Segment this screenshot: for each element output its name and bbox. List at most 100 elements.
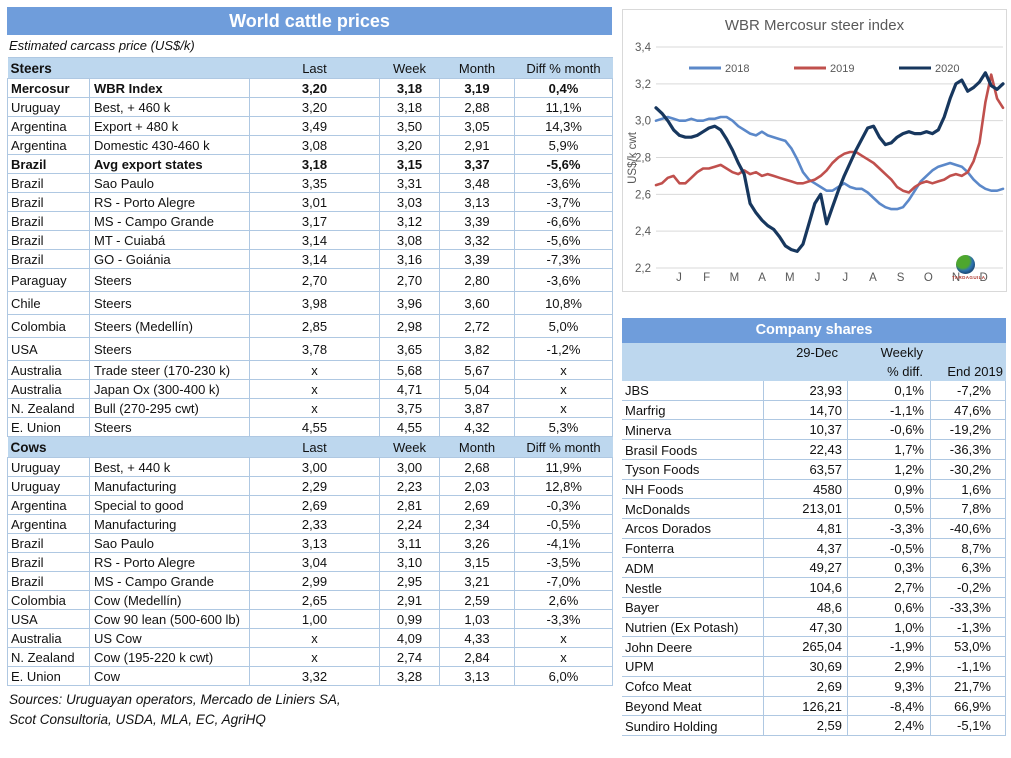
col-header-end-2019: End 2019 bbox=[947, 364, 1003, 379]
cell-country: Paraguay bbox=[7, 268, 90, 292]
col-header-weekly-diff: Weekly % diff. bbox=[880, 345, 923, 379]
cell-company: NH Foods bbox=[622, 479, 764, 500]
cell-company: McDonalds bbox=[622, 499, 764, 520]
shares-row: NH Foods 4580 0,9% 1,6% bbox=[622, 479, 1005, 500]
cell-weekly-diff: 0,9% bbox=[848, 479, 931, 500]
cell-week: 2,24 bbox=[379, 514, 440, 534]
shares-row: Brasil Foods 22,43 1,7% -36,3% bbox=[622, 440, 1005, 460]
cell-last: 2,69 bbox=[249, 495, 380, 515]
cell-diff: -3,6% bbox=[514, 173, 613, 193]
series-line-2019 bbox=[654, 73, 1005, 194]
cell-company: Tyson Foods bbox=[622, 459, 764, 480]
x-tick-label: O bbox=[924, 272, 933, 284]
cell-price: 126,21 bbox=[764, 696, 848, 717]
cell-weekly-diff: 1,2% bbox=[848, 459, 931, 480]
cell-week: 3,03 bbox=[379, 192, 440, 212]
cell-price: 48,6 bbox=[764, 597, 848, 618]
shares-row: Bayer 48,6 0,6% -33,3% bbox=[622, 597, 1005, 618]
cell-detail: Cow bbox=[89, 666, 250, 686]
cell-week: 5,68 bbox=[379, 360, 440, 380]
cattle-table-subtitle: Estimated carcass price (US$/k) bbox=[9, 38, 195, 53]
cell-month: 2,84 bbox=[439, 647, 515, 667]
x-tick-label: D bbox=[980, 272, 988, 284]
shares-row: Minerva 10,37 -0,6% -19,2% bbox=[622, 420, 1005, 441]
cell-week: 3,18 bbox=[379, 78, 440, 98]
cell-country: Uruguay bbox=[7, 476, 90, 496]
cell-week: 3,15 bbox=[379, 154, 440, 174]
cell-month: 2,72 bbox=[439, 314, 515, 338]
cell-country: Australia bbox=[7, 360, 90, 380]
cattle-row: N. Zealand Cow (195-220 k cwt) x 2,74 2,84 x bbox=[7, 647, 613, 667]
shares-row: UPM 30,69 2,9% -1,1% bbox=[622, 657, 1005, 677]
section-label: Cows bbox=[7, 436, 250, 458]
cattle-row: Uruguay Manufacturing 2,29 2,23 2,03 12,8% bbox=[7, 476, 613, 496]
cattle-row: Brazil Sao Paulo 3,13 3,11 3,26 -4,1% bbox=[7, 533, 613, 553]
cattle-row: Uruguay Best, + 440 k 3,00 3,00 2,68 11,9% bbox=[7, 457, 613, 477]
cell-last: 3,32 bbox=[249, 666, 380, 686]
cell-company: Brasil Foods bbox=[622, 440, 764, 460]
cell-detail: Manufacturing bbox=[89, 476, 250, 496]
cell-week: 4,09 bbox=[379, 628, 440, 648]
cell-week: 0,99 bbox=[379, 609, 440, 629]
cell-detail: WBR Index bbox=[89, 78, 250, 98]
cell-detail: Steers bbox=[89, 337, 250, 361]
cell-last: 1,00 bbox=[249, 609, 380, 629]
cell-end-2019: -19,2% bbox=[949, 422, 991, 438]
cattle-row: USA Cow 90 lean (500-600 lb) 1,00 0,99 1,03-… bbox=[7, 609, 613, 629]
cell-weekly-diff: 0,5% bbox=[848, 499, 931, 520]
cell-last: 3,18 bbox=[249, 154, 380, 174]
cell-week: 3,16 bbox=[379, 249, 440, 269]
cattle-row: Brazil MS - Campo Grande 2,99 2,95 3,21 -7,0% bbox=[7, 571, 613, 591]
cell-country: Mercosur bbox=[7, 78, 90, 98]
cattle-table-body: Steers Last Week Month Diff % month Mercosur W… bbox=[7, 57, 613, 686]
cell-company: Nutrien (Ex Potash) bbox=[622, 617, 764, 638]
cell-month: 4,32 bbox=[439, 417, 515, 437]
cell-month: 2,59 bbox=[439, 590, 515, 610]
cell-price: 23,93 bbox=[764, 381, 848, 401]
cell-detail: Export + 480 k bbox=[89, 116, 250, 136]
cell-last: 2,33 bbox=[249, 514, 380, 534]
cell-last: 3,00 bbox=[249, 457, 380, 477]
cell-country: Brazil bbox=[7, 173, 90, 193]
cell-detail: Cow 90 lean (500-600 lb) bbox=[89, 609, 250, 629]
cell-week: 2,81 bbox=[379, 495, 440, 515]
column-header: Diff % month bbox=[514, 57, 613, 79]
cattle-row: Uruguay Best, + 460 k 3,20 3,18 2,88 11,1% bbox=[7, 97, 613, 117]
cell-country: Argentina bbox=[7, 495, 90, 515]
col-header-date: 29-Dec bbox=[796, 345, 838, 360]
cattle-row: Brazil GO - Goiánia 3,14 3,16 3,39 -7,3% bbox=[7, 249, 613, 269]
cell-end-2019: -36,3% bbox=[949, 442, 991, 458]
cell-month: 3,39 bbox=[439, 249, 515, 269]
cell-month: 5,67 bbox=[439, 360, 515, 380]
cell-detail: Steers bbox=[89, 417, 250, 437]
cell-price: 22,43 bbox=[764, 440, 848, 460]
cell-week: 3,96 bbox=[379, 291, 440, 315]
cell-price: 213,01 bbox=[764, 499, 848, 520]
cell-diff: 5,0% bbox=[514, 314, 613, 338]
cell-country: Colombia bbox=[7, 314, 90, 338]
cell-end-2019: 8,7% bbox=[961, 540, 991, 556]
y-tick-label: 2,6 bbox=[635, 189, 651, 201]
cell-weekly-diff: 0,3% bbox=[848, 558, 931, 579]
cell-last: 3,35 bbox=[249, 173, 380, 193]
cell-country: Brazil bbox=[7, 533, 90, 553]
cell-last: 2,65 bbox=[249, 590, 380, 610]
shares-row: John Deere 265,04 -1,9% 53,0% bbox=[622, 637, 1005, 658]
cell-price: 4,37 bbox=[764, 538, 848, 559]
cell-month: 3,87 bbox=[439, 398, 515, 418]
y-tick-label: 3,2 bbox=[635, 79, 651, 91]
sources-line-2: Scot Consultoria, USDA, MLA, EC, AgriHQ bbox=[9, 712, 266, 727]
cell-week: 3,31 bbox=[379, 173, 440, 193]
cell-detail: Steers bbox=[89, 291, 250, 315]
shares-row: Tyson Foods 63,57 1,2% -30,2% bbox=[622, 459, 1005, 480]
cell-week: 2,98 bbox=[379, 314, 440, 338]
cell-price: 10,37 bbox=[764, 420, 848, 441]
cattle-row: Brazil Avg export states 3,18 3,15 3,37 -5,6% bbox=[7, 154, 613, 174]
y-tick-label: 3,4 bbox=[635, 42, 652, 54]
cattle-row: USA Steers 3,78 3,65 3,82 -1,2% bbox=[7, 337, 613, 361]
cell-detail: US Cow bbox=[89, 628, 250, 648]
chart-plot-area: 3,4 3,2 3,0 2,8 2,6 2,4 2,2 J F M A M J J A S O N D US$/k c… bbox=[627, 42, 1005, 284]
steer-index-chart: WBR Mercosur steer index 3,4 3,2 3,0 2,8 2,6… bbox=[622, 9, 1007, 292]
shares-row: Cofco Meat 2,69 9,3% 21,7% bbox=[622, 676, 1005, 697]
